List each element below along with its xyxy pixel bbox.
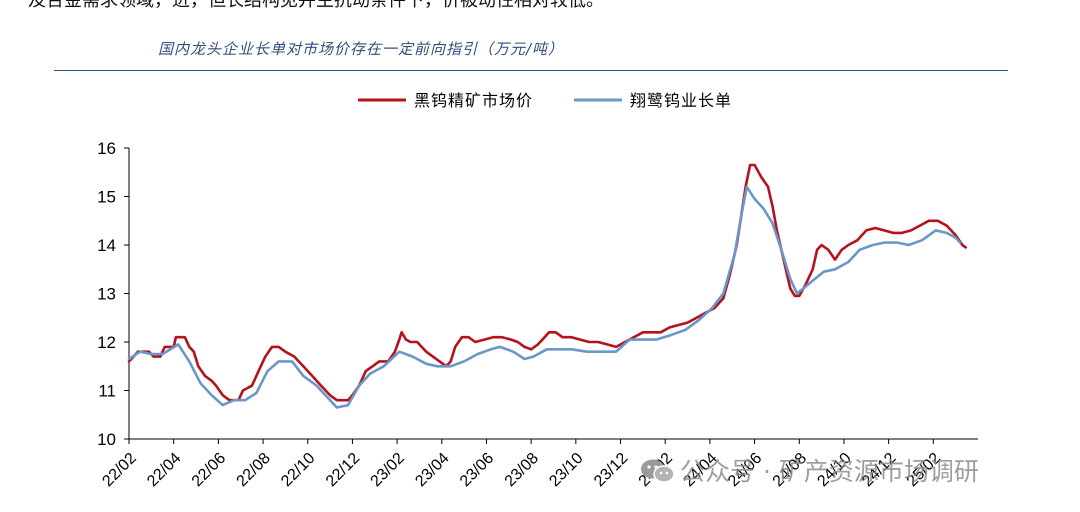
legend-label: 黑钨精矿市场价	[414, 91, 533, 110]
y-tick-label: 12	[97, 333, 116, 352]
x-tick-label: 23/10	[546, 450, 586, 490]
watermark: 公众号 · 矿产资源市场调研	[680, 457, 979, 486]
x-tick-label: 23/12	[591, 450, 631, 490]
chart-legend: 黑钨精矿市场价 翔鹭钨业长单	[358, 91, 732, 110]
context-paragraph-fragment: 及合金需求领域，进，但长结构见并主抗动条件下，价被动性相对较低。	[28, 0, 604, 11]
x-tick-label: 22/02	[99, 450, 139, 490]
x-tick-label: 23/08	[502, 450, 542, 490]
y-tick-label: 13	[97, 285, 116, 304]
chart-series-group	[127, 163, 967, 409]
title-rule-tick	[54, 70, 66, 71]
chart-title: 国内龙头企业长单对市场价存在一定前向指引（万元/吨）	[158, 40, 565, 58]
x-tick-label: 23/04	[412, 450, 452, 490]
y-tick-label: 15	[97, 188, 116, 207]
x-tick-label: 22/06	[189, 450, 229, 490]
x-tick-label: 22/04	[144, 450, 184, 490]
series-line-market-price	[127, 163, 967, 402]
title-rule	[62, 70, 1008, 71]
y-tick-label: 11	[98, 382, 116, 401]
x-tick-label: 23/06	[457, 450, 497, 490]
legend-label: 翔鹭钨业长单	[630, 91, 732, 110]
x-tick-label: 22/08	[234, 450, 274, 490]
y-tick-label: 16	[97, 139, 116, 158]
y-tick-label: 10	[97, 430, 116, 449]
x-tick-label: 22/10	[278, 450, 318, 490]
y-tick-label: 14	[97, 236, 116, 255]
x-tick-label: 22/12	[323, 450, 363, 490]
series-line-long-term-contract	[127, 185, 962, 409]
wechat-icon	[641, 459, 675, 483]
x-tick-label: 23/02	[368, 450, 408, 490]
